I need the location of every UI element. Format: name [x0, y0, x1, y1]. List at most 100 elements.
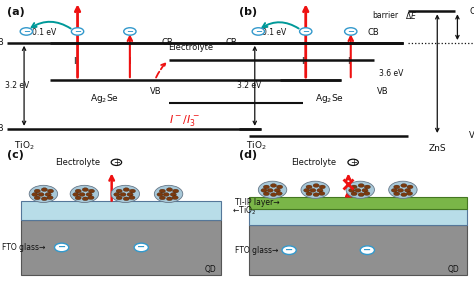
Circle shape	[123, 188, 129, 192]
Circle shape	[263, 185, 269, 189]
Circle shape	[166, 197, 173, 201]
Circle shape	[306, 192, 312, 196]
Text: −: −	[57, 242, 66, 252]
Circle shape	[159, 189, 165, 193]
Circle shape	[406, 192, 412, 195]
Text: −: −	[347, 27, 354, 36]
Circle shape	[86, 193, 92, 196]
Text: barrier: barrier	[372, 11, 398, 20]
Circle shape	[166, 188, 173, 192]
Text: I: I	[347, 57, 350, 66]
Circle shape	[401, 193, 407, 196]
Bar	[21, 220, 221, 275]
Circle shape	[276, 185, 283, 189]
Text: TI-IP layer→: TI-IP layer→	[235, 198, 279, 207]
Text: (c): (c)	[7, 150, 24, 160]
Text: VB: VB	[150, 87, 162, 96]
Circle shape	[358, 184, 364, 187]
Circle shape	[55, 243, 69, 252]
Text: −: −	[363, 245, 372, 255]
Circle shape	[75, 196, 82, 200]
Circle shape	[82, 188, 88, 192]
Circle shape	[123, 197, 129, 201]
Circle shape	[20, 28, 33, 35]
Text: $\Delta E$: $\Delta E$	[405, 10, 417, 21]
Circle shape	[45, 193, 51, 196]
Circle shape	[88, 189, 94, 193]
Circle shape	[364, 185, 371, 189]
Circle shape	[111, 185, 139, 202]
Circle shape	[73, 193, 79, 196]
Circle shape	[155, 185, 183, 202]
Circle shape	[346, 181, 374, 198]
Circle shape	[82, 197, 88, 201]
Text: (d): (d)	[239, 150, 257, 160]
Circle shape	[401, 184, 407, 187]
Circle shape	[29, 185, 58, 202]
Circle shape	[34, 196, 40, 200]
Bar	[21, 201, 221, 220]
Text: 0.1 eV: 0.1 eV	[262, 28, 286, 37]
Circle shape	[173, 189, 179, 193]
Circle shape	[355, 188, 361, 192]
Text: II: II	[301, 57, 306, 66]
Circle shape	[75, 189, 82, 193]
Text: CB: CB	[162, 38, 173, 47]
Text: VB: VB	[0, 124, 5, 133]
Circle shape	[319, 192, 325, 195]
Circle shape	[407, 185, 413, 189]
Circle shape	[301, 181, 329, 198]
Circle shape	[129, 189, 136, 193]
Text: CB: CB	[469, 7, 474, 16]
Circle shape	[270, 193, 277, 196]
Circle shape	[393, 185, 400, 189]
Circle shape	[41, 188, 47, 192]
Text: 0.1 eV: 0.1 eV	[32, 28, 57, 37]
Circle shape	[358, 193, 364, 196]
Text: Ag$_2$Se: Ag$_2$Se	[315, 92, 344, 105]
Circle shape	[351, 192, 357, 196]
Text: −: −	[137, 242, 146, 252]
Circle shape	[345, 28, 357, 35]
Text: 3.6 eV: 3.6 eV	[379, 69, 403, 78]
Circle shape	[38, 193, 44, 196]
Circle shape	[397, 188, 403, 192]
Text: +: +	[113, 158, 120, 167]
Text: QD: QD	[205, 265, 217, 274]
Circle shape	[116, 189, 122, 193]
Bar	[249, 209, 467, 225]
Circle shape	[88, 196, 94, 200]
Circle shape	[319, 185, 326, 189]
Circle shape	[303, 188, 310, 192]
Text: −: −	[255, 27, 262, 36]
Circle shape	[111, 159, 122, 166]
Circle shape	[270, 184, 277, 187]
Circle shape	[252, 28, 264, 35]
Text: VB: VB	[469, 131, 474, 140]
Bar	[249, 197, 467, 209]
Circle shape	[310, 188, 316, 192]
Circle shape	[114, 193, 120, 196]
Circle shape	[79, 193, 85, 196]
Text: Electrolyte: Electrolyte	[169, 43, 214, 52]
Circle shape	[41, 197, 47, 201]
Circle shape	[306, 185, 312, 189]
Text: −: −	[302, 27, 309, 36]
Text: (a): (a)	[7, 7, 25, 17]
Circle shape	[300, 28, 312, 35]
Text: −: −	[127, 27, 133, 36]
Circle shape	[34, 189, 40, 193]
Circle shape	[172, 196, 178, 200]
Text: Electrolyte: Electrolyte	[292, 158, 337, 167]
Text: CB: CB	[225, 38, 237, 47]
Text: I: I	[128, 57, 131, 66]
Text: TiO$_2$: TiO$_2$	[246, 140, 266, 152]
Text: ←TiO$_2$: ←TiO$_2$	[232, 204, 256, 217]
Circle shape	[276, 192, 282, 195]
Circle shape	[261, 188, 267, 192]
Circle shape	[348, 188, 355, 192]
Circle shape	[282, 246, 296, 255]
Text: Ag$_2$Se: Ag$_2$Se	[91, 92, 119, 105]
Circle shape	[170, 193, 176, 196]
Text: 3.2 eV: 3.2 eV	[5, 81, 30, 90]
